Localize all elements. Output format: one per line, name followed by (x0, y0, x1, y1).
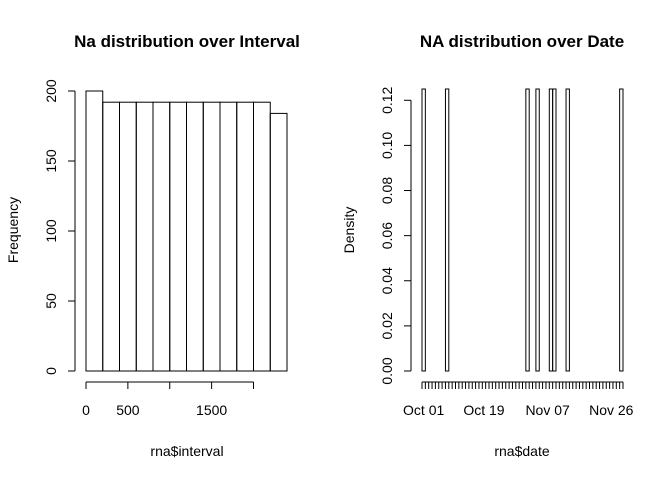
bars (421, 88, 624, 372)
y-axis-label: Frequency (5, 197, 21, 263)
chart-title: Na distribution over Interval (74, 32, 300, 51)
x-tick-label: 1500 (196, 402, 227, 418)
y-tick-label: 0.02 (379, 312, 395, 339)
y-axis: 0 50 100 150 200 (43, 79, 76, 375)
chart-title: NA distribution over Date (420, 32, 624, 51)
y-tick-label: 0.12 (379, 86, 395, 113)
y-tick-label: 0.04 (379, 267, 395, 294)
histogram-bar (421, 88, 426, 372)
histogram-bar (565, 88, 570, 372)
histogram-bar (444, 88, 450, 372)
histogram-bar (202, 101, 221, 372)
histogram-bar (119, 101, 137, 372)
histogram-bar (152, 101, 171, 372)
histogram-bar (169, 101, 187, 372)
x-axis: Oct 01 Oct 19 Nov 07 Nov 26 (403, 381, 634, 418)
y-tick-label: 150 (43, 149, 59, 173)
histogram-bar (135, 101, 154, 372)
x-tick-label: Nov 26 (589, 402, 634, 418)
y-tick-label: 200 (43, 79, 59, 103)
y-tick-label: 100 (43, 219, 59, 243)
y-tick-label: 0.08 (379, 177, 395, 204)
histogram-bar (236, 101, 254, 372)
bars (85, 90, 288, 372)
histogram-bar (186, 101, 204, 372)
x-tick-label: 0 (82, 402, 90, 418)
interval-histogram-panel: Na distribution over Interval rna$interv… (5, 32, 300, 459)
histogram-bar (269, 112, 288, 372)
histogram-bar (619, 88, 624, 372)
y-tick-label: 0.10 (379, 132, 395, 159)
histogram-bar (535, 88, 540, 372)
date-histogram-panel: NA distribution over Date rna$date Densi… (341, 32, 634, 459)
histogram-bar (102, 101, 120, 372)
x-axis-label: rna$interval (150, 443, 223, 459)
histogram-bar (525, 88, 530, 372)
y-axis-label: Density (341, 207, 357, 254)
x-tick-label: Oct 19 (463, 402, 504, 418)
histogram-bar (253, 101, 271, 372)
x-tick-label: Nov 07 (525, 402, 570, 418)
histogram-bar (85, 90, 104, 372)
y-tick-label: 50 (43, 293, 59, 309)
histogram-bar (552, 88, 557, 372)
x-axis-label: rna$date (494, 443, 549, 459)
y-tick-label: 0 (43, 367, 59, 375)
y-tick-label: 0.06 (379, 222, 395, 249)
y-axis: 0.00 0.02 0.04 0.06 0.08 0.10 0.12 (379, 86, 412, 385)
x-axis: 0 500 1500 (82, 381, 254, 418)
histogram-bar (219, 101, 238, 372)
histogram-bar (548, 88, 554, 372)
x-tick-label: 500 (116, 402, 140, 418)
y-tick-label: 0.00 (379, 357, 395, 384)
x-tick-label: Oct 01 (403, 402, 444, 418)
